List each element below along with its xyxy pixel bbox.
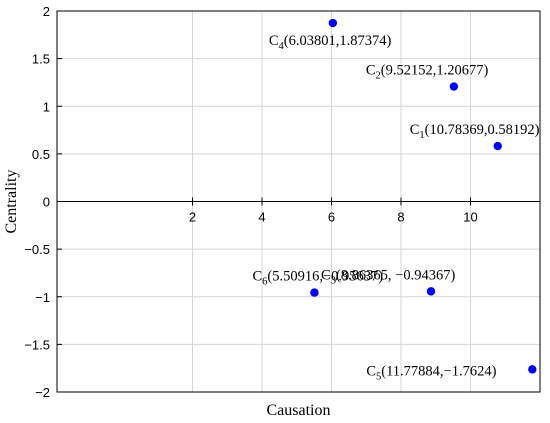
y-tick-label: −0.5 <box>24 242 50 257</box>
data-point-label: C2(9.52152,1.20677) <box>366 63 489 82</box>
y-tick-label: 1.5 <box>32 52 50 67</box>
data-point <box>310 288 319 297</box>
y-tick-label: 2 <box>43 4 50 19</box>
x-tick-label: 10 <box>463 210 477 225</box>
x-tick-label: 4 <box>258 210 265 225</box>
data-point-label: C6(5.50916,−0.95637) <box>252 269 383 288</box>
data-point <box>426 287 436 296</box>
data-point-label: C4(6.03801,1.87374) <box>269 33 392 52</box>
y-tick-label: 0 <box>43 195 50 210</box>
data-point-label: C3(8.86365, −0.94367) <box>321 267 455 286</box>
x-axis-label: Causation <box>267 402 331 419</box>
x-tick-label: 8 <box>397 210 404 225</box>
x-tick-label: 2 <box>189 210 196 225</box>
data-point-label: C1(10.78369,0.58192) <box>410 122 540 141</box>
y-axis-label: Centrality <box>3 170 20 234</box>
plot-frame <box>56 10 541 393</box>
y-tick-label: 0.5 <box>32 147 50 162</box>
ticks: 2 4 6 8 10 −2 −1.5 −1 −0.5 0 0.5 1 1.5 2 <box>24 4 477 400</box>
data-point-label: C5(11.77884,−1.7624) <box>366 363 496 382</box>
y-tick-label: −2 <box>35 385 50 400</box>
data-point <box>449 82 459 91</box>
data-point <box>493 141 502 151</box>
x-tick-label: 6 <box>328 210 335 225</box>
y-tick-label: −1.5 <box>24 337 50 352</box>
y-tick-label: −1 <box>35 290 50 305</box>
y-tick-label: 1 <box>43 99 50 114</box>
data-point <box>328 18 338 28</box>
data-points: C1(10.78369,0.58192) C2(9.52152,1.20677) C… <box>252 18 540 382</box>
data-point <box>528 365 537 374</box>
